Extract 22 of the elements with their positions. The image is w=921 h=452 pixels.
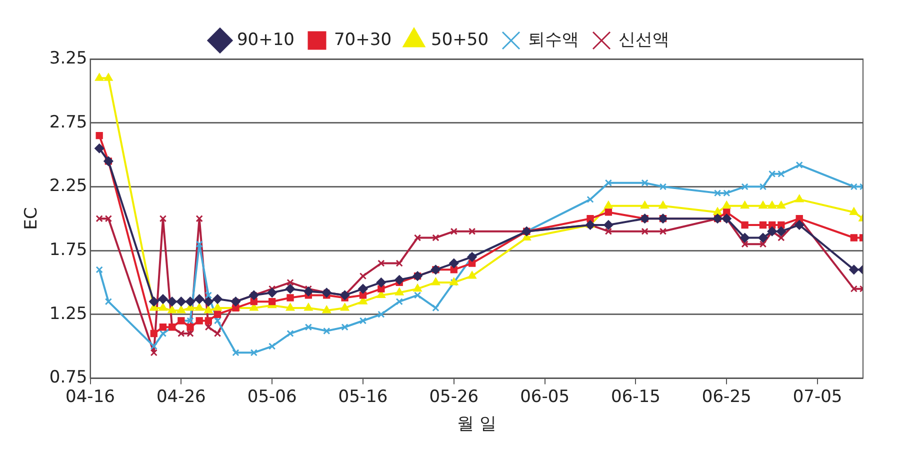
y-axis-title: EC: [22, 207, 42, 230]
y-tick-label: 2.75: [49, 112, 88, 132]
y-tick-label: 0.75: [49, 368, 88, 388]
x-tick-label: 07-05: [792, 386, 842, 407]
x-tick-label: 06-15: [611, 386, 660, 407]
y-tick-label: 1.25: [49, 304, 88, 324]
y-tick-label: 1.75: [49, 240, 88, 260]
x-tick-label: 04-26: [156, 386, 206, 407]
x-tick-label: 05-06: [247, 386, 297, 407]
x-tick-label: 05-16: [338, 386, 388, 407]
legend-label: 90+10: [236, 30, 295, 50]
x-tick-label: 04-16: [66, 386, 115, 407]
x-tick-label: 05-26: [429, 386, 479, 407]
legend-label: 신선액: [618, 30, 670, 50]
x-axis-title: 월 일: [456, 414, 496, 434]
legend-label: 70+30: [334, 30, 392, 50]
y-tick-label: 2.25: [49, 176, 88, 196]
y-tick-label: 3.25: [49, 48, 88, 68]
x-tick-label: 06-05: [520, 386, 570, 407]
legend-label: 50+50: [431, 30, 489, 50]
x-tick-label: 06-25: [702, 386, 752, 407]
legend-label: 퇴수액: [528, 30, 580, 50]
